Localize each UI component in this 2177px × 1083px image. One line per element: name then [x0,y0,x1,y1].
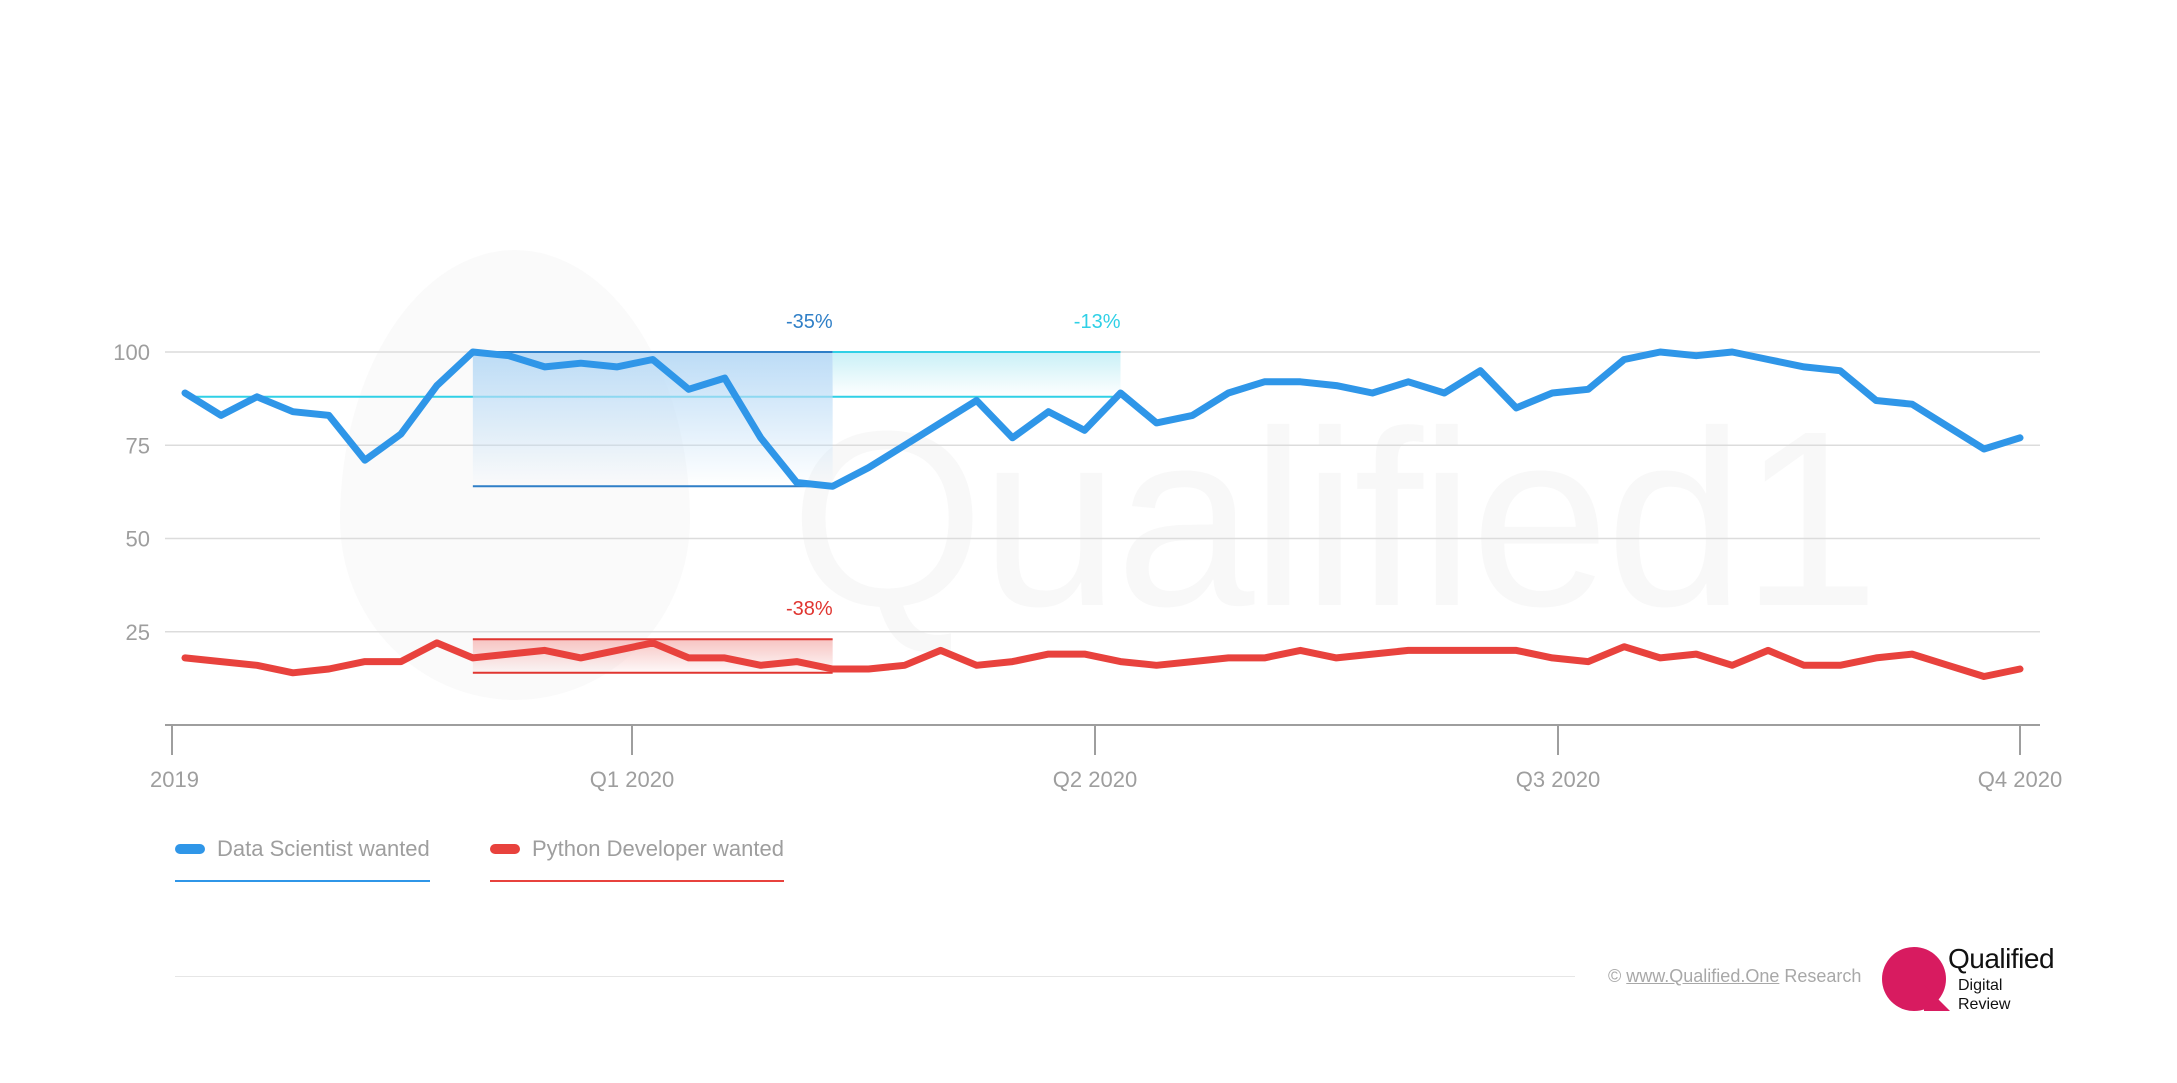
legend-label-data-scientist: Data Scientist wanted [217,836,430,861]
legend-item-data-scientist[interactable]: Data Scientist wanted [175,836,430,882]
series [181,348,2024,680]
y-tick-label-25: 25 [126,620,150,645]
logo-tail-icon [1924,985,1950,1011]
logo-line-2: Review [1958,996,2011,1013]
annotation-label-1: -13% [1074,311,1121,333]
y-tick-label-100: 100 [113,340,150,365]
legend-item-python-developer[interactable]: Python Developer wanted [490,836,784,882]
annotation-band-0 [472,352,833,487]
legend-label-python-developer: Python Developer wanted [532,836,784,861]
line-chart: 25 50 75 100 -35% -13% -38% 2019 Q1 2020 Q2 202… [113,311,2062,792]
x-tick-label-3: Q3 2020 [1516,767,1600,792]
footer-credit: © www.Qualified.One Research [1608,966,1861,987]
qualified-logo: Qualified Digital Review [1880,935,2080,1015]
y-tick-label-75: 75 [126,433,150,458]
legend-swatch-data-scientist [175,844,205,854]
x-axis: 2019 Q1 2020 Q2 2020 Q3 2020 Q4 2020 [150,724,2062,792]
qualified-one-link[interactable]: www.Qualified.One [1626,966,1780,986]
annotation-band-1 [832,352,1121,397]
copyright-symbol: © [1608,966,1622,986]
x-tick-label-2: Q2 2020 [1053,767,1137,792]
legend-swatch-python-developer [490,844,520,854]
credit-suffix: Research [1784,966,1862,986]
x-tick-label-4: Q4 2020 [1978,767,2062,792]
legend-underline-python-developer [490,880,784,882]
annotation-label-2: -38% [786,598,833,620]
annotation-label-0: -35% [786,311,833,333]
logo-name: Qualified [1948,943,2055,974]
logo-line-1: Digital [1958,977,2003,994]
x-tick-label-1: Q1 2020 [590,767,674,792]
legend-underline-data-scientist [175,880,430,882]
series-line-1 [181,639,2024,680]
series-line-0 [181,348,2024,490]
footer-divider [175,976,1575,977]
y-tick-label-50: 50 [126,527,150,552]
x-tick-label-0: 2019 [150,767,199,792]
